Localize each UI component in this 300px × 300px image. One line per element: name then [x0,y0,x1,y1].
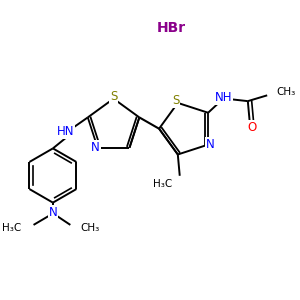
Text: O: O [247,121,256,134]
Text: S: S [110,90,117,103]
Text: CH₃: CH₃ [80,223,99,233]
Text: S: S [172,94,180,107]
Text: H₃C: H₃C [2,223,21,233]
Text: N: N [206,138,214,151]
Text: H₃C: H₃C [153,178,172,188]
Text: HN: HN [57,125,74,138]
Text: N: N [49,206,57,219]
Text: CH₃: CH₃ [277,87,296,98]
Text: HBr: HBr [157,21,186,35]
Text: N: N [91,141,100,154]
Text: NH: NH [215,91,232,104]
